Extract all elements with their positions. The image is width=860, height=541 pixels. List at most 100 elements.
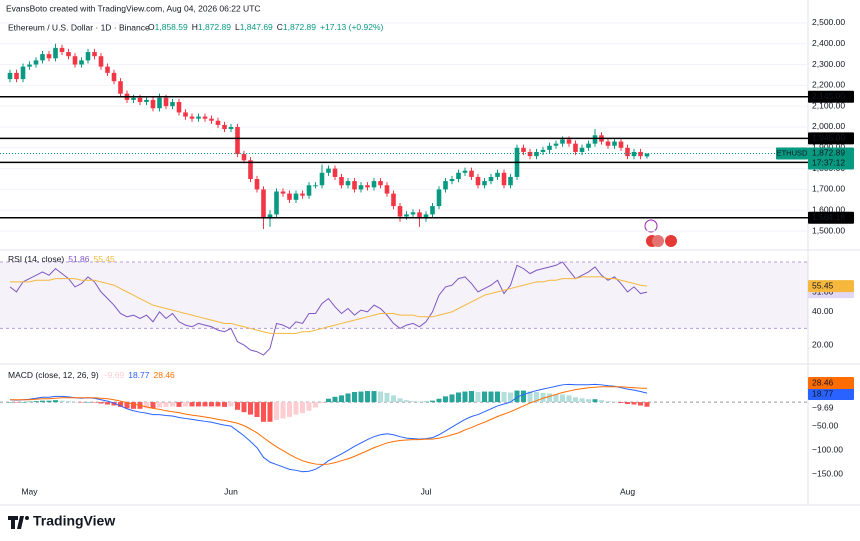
symbol-label: ETHUSD	[777, 148, 808, 157]
candle-body	[261, 189, 266, 219]
level-label: 1,564.16	[812, 212, 845, 222]
histogram-bar	[358, 391, 364, 403]
histogram-bar	[352, 392, 357, 403]
ohlc-key: C	[277, 22, 283, 32]
histogram-bar	[20, 402, 26, 403]
histogram-bar	[638, 402, 643, 406]
y-tick-label: −50.00	[812, 420, 839, 430]
candle-body	[92, 52, 97, 57]
histogram-bar	[326, 398, 331, 403]
candle-body	[586, 143, 591, 148]
histogram-bar	[14, 402, 19, 403]
histogram-bar	[540, 392, 546, 403]
histogram-bar	[66, 401, 71, 403]
x-tick-label: May	[21, 486, 38, 496]
legend-value: −9.69	[103, 370, 125, 380]
histogram-bar	[202, 402, 208, 407]
histogram-bar	[579, 398, 585, 403]
candle-body	[7, 72, 13, 80]
ohlc-legend: O1,858.59 H1,872.89 L1,847.69 C1,872.89 +17.…	[148, 22, 384, 32]
value-badge: 55.45	[812, 280, 834, 290]
ohlc-value: 1,872.89	[283, 22, 316, 32]
candle-body	[436, 189, 442, 207]
candle-body	[508, 176, 513, 186]
candle-body	[540, 149, 546, 152]
indicator-line	[9, 261, 648, 356]
histogram-bar	[501, 392, 507, 403]
y-tick-label: 1,900.00	[812, 142, 845, 152]
histogram-bar	[547, 393, 552, 403]
candle-body	[501, 172, 507, 186]
candle-body	[235, 126, 240, 155]
value-badge-bg	[808, 388, 854, 400]
histogram-bar	[254, 402, 260, 417]
histogram-bar	[53, 400, 58, 403]
candle-body	[625, 147, 630, 157]
histogram-bar	[612, 401, 617, 403]
histogram-bar	[508, 392, 513, 403]
candle-body	[456, 172, 461, 180]
candle-body	[293, 193, 299, 200]
histogram-bar	[170, 402, 175, 407]
candle-body	[378, 181, 383, 186]
histogram-bar	[209, 402, 214, 407]
level-badge	[808, 90, 854, 103]
histogram-bar	[228, 402, 234, 407]
value-badge: 18.77	[812, 388, 834, 398]
histogram-bar	[105, 402, 110, 405]
histogram-bar	[150, 402, 156, 409]
histogram-bar	[644, 402, 650, 407]
candle-body	[85, 52, 91, 61]
candle-body	[183, 112, 188, 117]
legend-value: 28.46	[154, 370, 176, 380]
histogram-bar	[196, 402, 201, 407]
candle-body	[566, 139, 572, 144]
candle-body	[98, 56, 104, 67]
histogram-bar	[410, 401, 416, 403]
histogram-bar	[124, 402, 130, 409]
candle-body	[365, 185, 370, 188]
candle-body	[254, 179, 260, 190]
legend-value: 18.77	[128, 370, 150, 380]
histogram-bar	[293, 402, 299, 415]
histogram-bar	[482, 391, 487, 403]
y-tick-label: 40.00	[812, 306, 834, 316]
y-tick-label: 2,100.00	[812, 100, 845, 110]
candle-body	[59, 47, 65, 53]
candle-body	[222, 124, 227, 130]
candle-body	[397, 206, 403, 217]
candle-body	[358, 185, 364, 190]
y-tick-label: 2,000.00	[812, 121, 845, 131]
y-tick-label: 2,400.00	[812, 38, 845, 48]
candle-body	[469, 170, 474, 177]
level-badge	[808, 211, 854, 224]
histogram-bar	[339, 395, 344, 403]
histogram-bar	[560, 394, 565, 403]
level-badge	[808, 132, 854, 145]
histogram-bar	[261, 402, 266, 422]
candle-body	[274, 191, 279, 215]
value-badge: 28.46	[812, 377, 834, 387]
candle-body	[417, 212, 422, 219]
histogram-bar	[371, 391, 377, 403]
histogram-bar	[72, 402, 78, 403]
candle-body	[482, 181, 487, 186]
histogram-bar	[111, 402, 117, 406]
candle-body	[131, 97, 136, 100]
level-label: 1,945.00	[812, 133, 845, 143]
candle-body	[612, 141, 617, 146]
brand: TradingView	[33, 513, 115, 529]
value-badge-bg	[808, 280, 854, 293]
histogram-bar	[163, 402, 169, 407]
histogram-bar	[423, 401, 429, 403]
ohlc-key: H	[192, 22, 198, 32]
candle-body	[53, 47, 58, 59]
y-tick-label: 20.00	[812, 339, 834, 349]
histogram-bar	[40, 400, 45, 403]
ohlc-value: 1,847.69	[240, 22, 273, 32]
indicator-legend: MACD (close, 12, 26, 9) −9.69 18.77 28.46	[8, 370, 175, 380]
symbol-title: Ethereum / U.S. Dollar · 1D · Binance	[8, 22, 150, 32]
histogram-bar	[183, 402, 188, 407]
y-tick-label: 1,500.00	[812, 225, 845, 235]
